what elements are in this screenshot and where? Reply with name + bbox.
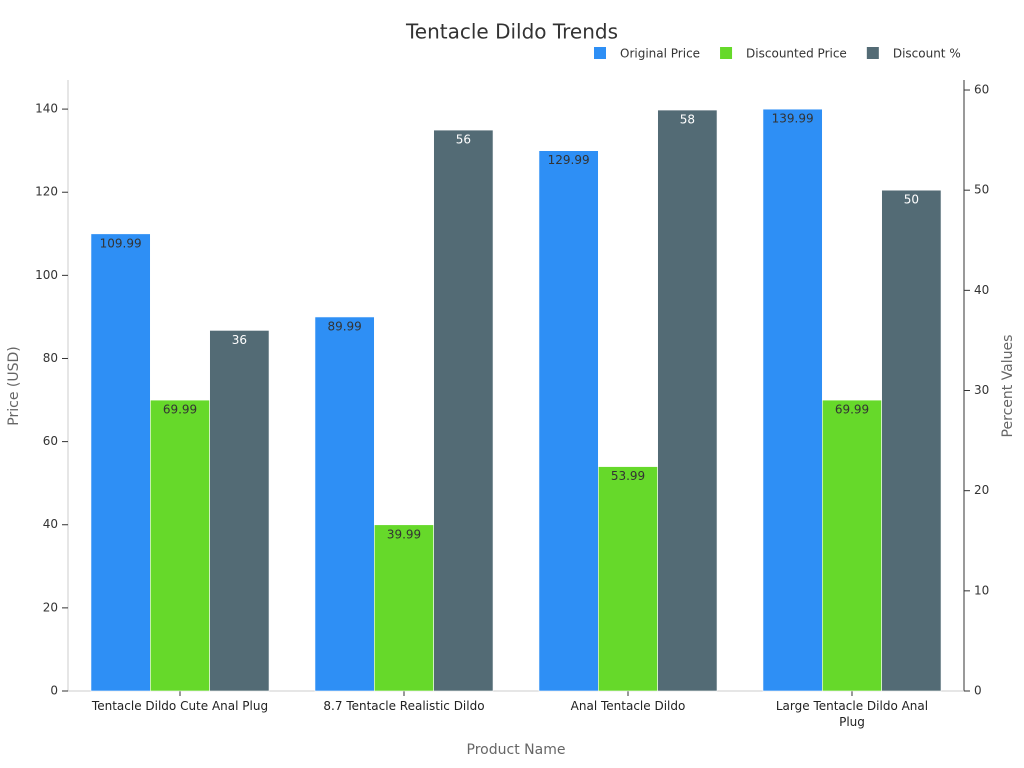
y-tick-label: 140: [35, 102, 58, 116]
x-tick-label-box: 8.7 Tentacle Realistic Dildo: [323, 699, 485, 713]
value-label: 69.99: [163, 403, 197, 417]
bar: [598, 466, 658, 692]
bar: [433, 129, 494, 692]
bar: [150, 399, 210, 692]
x-axis-label: Product Name: [467, 742, 566, 758]
bar: [90, 233, 151, 692]
legend-label: Discount %: [893, 47, 961, 61]
y2-tick-label: 40: [974, 283, 989, 297]
value-label: 58: [680, 113, 695, 127]
chart-title: Tentacle Dildo Trends: [405, 20, 618, 44]
value-label: 89.99: [327, 319, 361, 333]
bar: [314, 316, 375, 692]
y-tick-label: 20: [43, 600, 58, 614]
value-label: 69.99: [835, 403, 869, 417]
y2-tick-label: 10: [974, 583, 989, 597]
value-label: 39.99: [387, 527, 421, 541]
y-tick-label: 120: [35, 185, 58, 199]
y2-tick-label: 60: [974, 83, 989, 97]
y-axis-label: Price (USD): [6, 346, 22, 425]
x-tick-label: Tentacle Dildo Cute Anal Plug: [91, 699, 269, 713]
y-tick-label: 60: [43, 434, 58, 448]
x-tick-label-box: Anal Tentacle Dildo: [570, 699, 686, 713]
y-tick-label: 80: [43, 351, 58, 365]
legend-label: Discounted Price: [746, 47, 847, 61]
bar: [657, 109, 718, 692]
value-label: 109.99: [100, 236, 142, 250]
y-tick-label: 100: [35, 268, 58, 282]
x-tick-label: Anal Tentacle Dildo: [570, 699, 686, 713]
bar: [822, 399, 882, 692]
y-tick-label: 40: [43, 517, 58, 531]
bar: [538, 150, 599, 692]
value-label: 129.99: [548, 153, 590, 167]
value-label: 56: [456, 133, 471, 147]
x-tick-label: 8.7 Tentacle Realistic Dildo: [323, 699, 485, 713]
bar: [762, 108, 823, 692]
legend-swatch: [720, 47, 733, 59]
bar: [881, 189, 942, 692]
bar: [374, 524, 434, 692]
x-tick-label: Large Tentacle Dildo Anal Plug: [775, 699, 929, 729]
value-label: 36: [232, 333, 247, 347]
y2-axis-label: Percent Values: [1000, 335, 1016, 438]
value-label: 139.99: [772, 112, 814, 126]
y-tick-label: 0: [50, 684, 58, 698]
y2-tick-label: 50: [974, 183, 989, 197]
y2-tick-label: 20: [974, 483, 989, 497]
x-tick-label-box: Tentacle Dildo Cute Anal Plug: [91, 699, 269, 713]
legend-swatch: [594, 47, 606, 59]
y2-tick-label: 0: [974, 684, 982, 698]
legend-label: Original Price: [620, 47, 700, 61]
bar: [209, 330, 270, 692]
y2-tick-label: 30: [974, 383, 989, 397]
x-tick-label-box: Large Tentacle Dildo Anal Plug: [775, 699, 929, 729]
value-label: 50: [904, 193, 919, 207]
legend-swatch: [866, 47, 879, 59]
value-label: 53.99: [611, 469, 645, 483]
